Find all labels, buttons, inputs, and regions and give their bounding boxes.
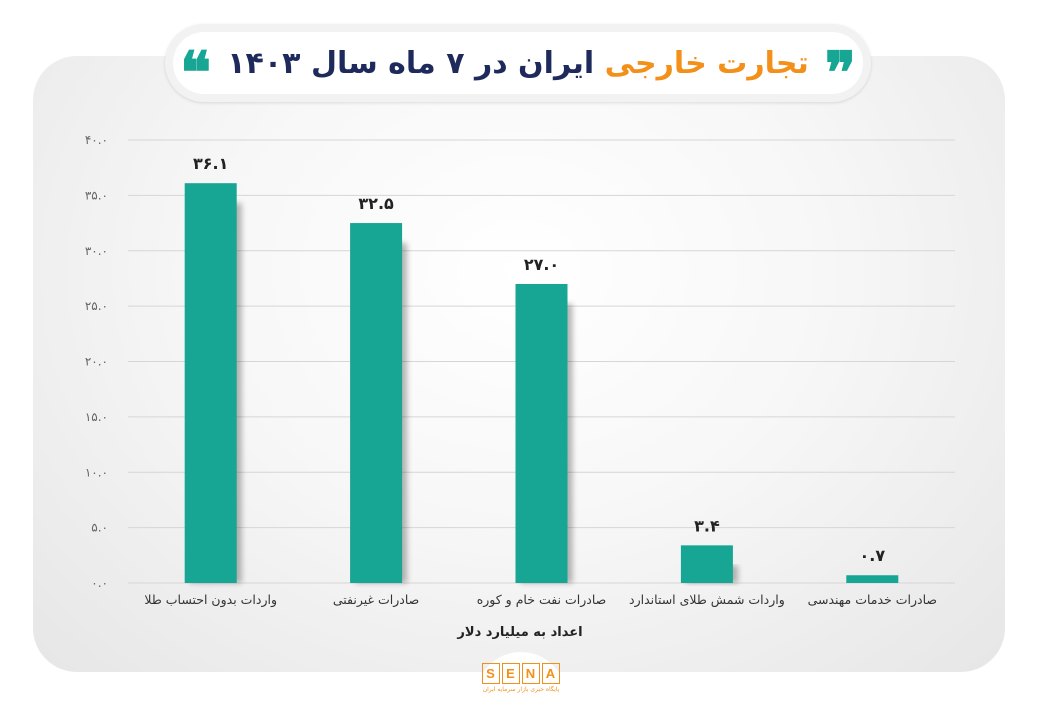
category-labels: واردات بدون احتساب طلا صادرات غیرنفتی صادر… xyxy=(144,592,937,608)
x-tick-label: صادرات غیرنفتی xyxy=(333,592,419,608)
title-main: ایران در ۷ ماه سال ۱۴۰۳ xyxy=(227,45,595,81)
data-label: ۳۶.۱ xyxy=(193,154,228,173)
bar xyxy=(680,545,733,583)
x-tick-label: صادرات نفت خام و کوره xyxy=(477,592,607,608)
x-axis-label: اعداد به میلیارد دلار xyxy=(456,625,582,640)
data-label: ۳.۴ xyxy=(694,516,720,535)
data-label: ۳۲.۵ xyxy=(358,194,394,213)
y-tick-label: ۲۰.۰ xyxy=(85,355,108,369)
logo-subtitle: پایگاه خبری بازار سرمایه ایران xyxy=(482,686,560,693)
y-tick-label: ۴۰.۰ xyxy=(85,133,108,147)
quote-close-icon: ❝ xyxy=(180,44,212,82)
logo-letter: N xyxy=(522,663,540,684)
title-inner: ❞ تجارت خارجی ایران در ۷ ماه سال ۱۴۰۳ ❝ xyxy=(173,32,863,94)
y-axis-ticks: ۰.۰ ۵.۰ ۱۰.۰ ۱۵.۰ ۲۰.۰ ۲۵.۰ ۳۰.۰ ۳۵.۰ ۴۰.۰ xyxy=(85,133,108,590)
logo-letter: E xyxy=(502,663,520,684)
y-tick-label: ۰.۰ xyxy=(91,576,108,590)
bar xyxy=(184,183,237,583)
title-banner: ❞ تجارت خارجی ایران در ۷ ماه سال ۱۴۰۳ ❝ xyxy=(165,24,871,102)
data-label: ۰.۷ xyxy=(859,546,885,565)
chart-title: تجارت خارجی ایران در ۷ ماه سال ۱۴۰۳ xyxy=(227,46,809,81)
logo-wordmark: S E N A xyxy=(481,663,561,684)
y-tick-label: ۳۰.۰ xyxy=(85,244,108,258)
logo-letter: S xyxy=(482,663,500,684)
bar xyxy=(515,283,568,583)
quote-open-icon: ❞ xyxy=(824,44,856,82)
y-tick-label: ۱۰.۰ xyxy=(85,465,108,479)
bar xyxy=(350,223,403,583)
x-tick-label: واردات بدون احتساب طلا xyxy=(144,592,277,608)
y-tick-label: ۲۵.۰ xyxy=(85,299,108,313)
y-tick-label: ۵.۰ xyxy=(91,521,108,535)
x-tick-label: صادرات خدمات مهندسی xyxy=(808,592,937,608)
value-labels: ۳۶.۱ ۳۲.۵ ۲۷.۰ ۳.۴ ۰.۷ xyxy=(193,154,885,565)
bars xyxy=(184,183,899,583)
logo-letter: A xyxy=(542,663,560,684)
data-label: ۲۷.۰ xyxy=(524,255,559,274)
bar xyxy=(846,575,899,583)
y-tick-label: ۱۵.۰ xyxy=(85,410,108,424)
y-tick-label: ۳۵.۰ xyxy=(85,188,108,202)
x-tick-label: واردات شمش طلای استاندارد xyxy=(629,592,785,608)
title-accent: تجارت خارجی xyxy=(604,45,809,81)
